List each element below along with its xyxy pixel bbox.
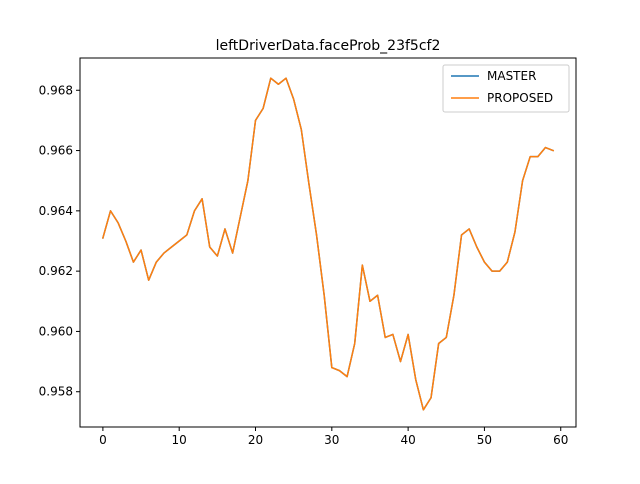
plot-area [101,77,555,411]
chart-title: leftDriverData.faceProb_23f5cf2 [216,38,441,54]
x-tick-label: 40 [400,433,415,447]
x-tick-label: 10 [172,433,187,447]
legend: MASTER PROPOSED [442,64,570,113]
x-tick-label: 0 [99,433,107,447]
x-axis: 0 10 20 30 40 50 60 [99,427,568,447]
y-tick-label: 0.960 [39,324,73,338]
y-tick-label: 0.962 [39,264,73,278]
y-tick-label: 0.964 [39,204,73,218]
x-tick-label: 50 [477,433,492,447]
y-tick-label: 0.966 [39,144,73,158]
legend-label: PROPOSED [487,91,553,105]
y-axis: 0.958 0.960 0.962 0.964 0.966 0.968 [39,83,80,399]
y-tick-label: 0.958 [39,385,73,399]
x-tick-label: 30 [324,433,339,447]
legend-label: MASTER [487,69,536,83]
axes-frame [79,57,577,428]
y-tick-label: 0.968 [39,83,73,97]
x-tick-label: 20 [248,433,263,447]
x-tick-label: 60 [553,433,568,447]
series-line-proposed [101,77,555,411]
